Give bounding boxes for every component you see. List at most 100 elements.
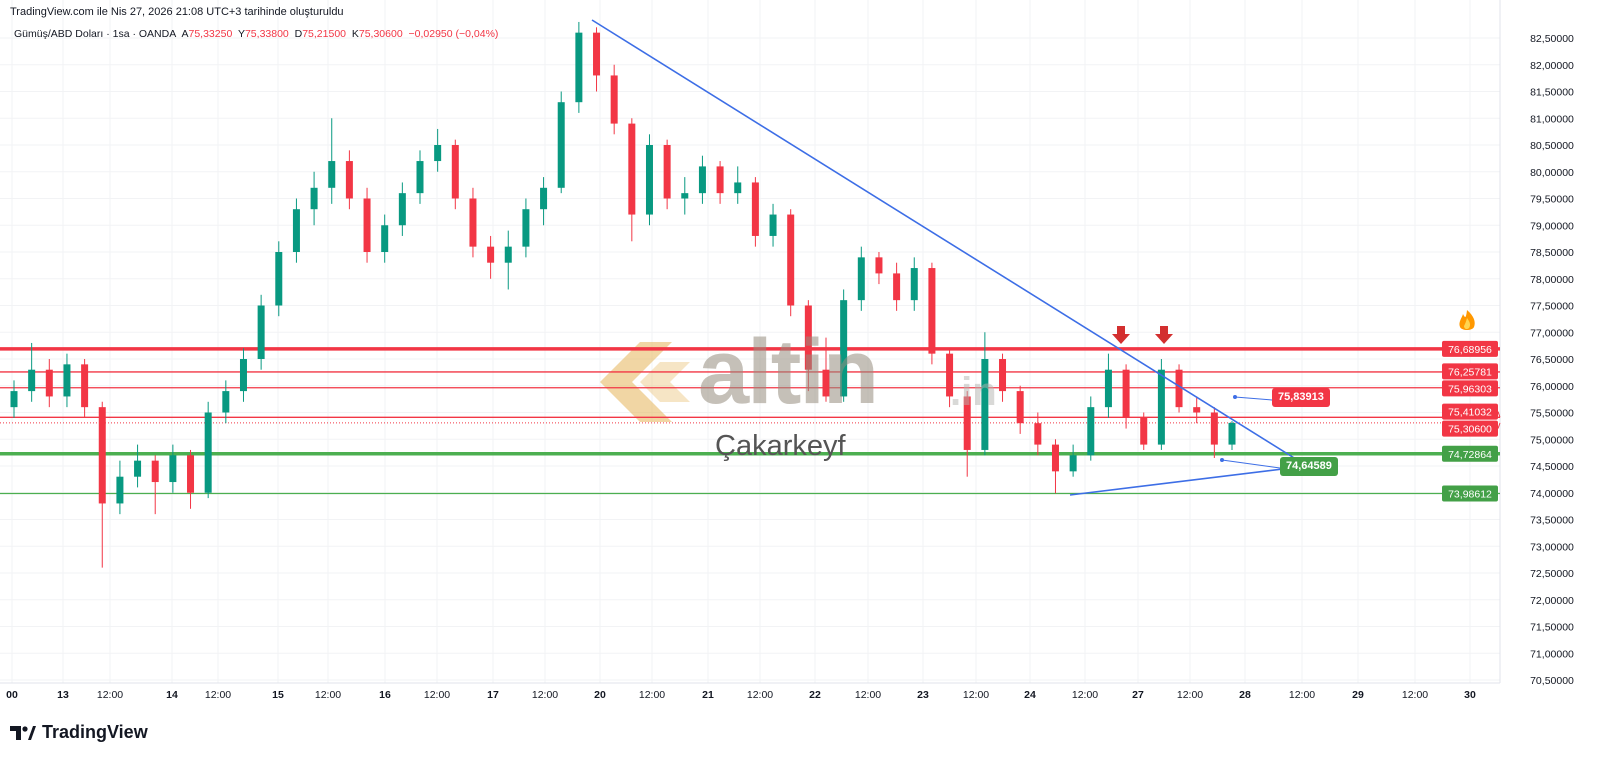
candle (134, 444, 142, 488)
triangle-trendlines[interactable] (591, 19, 1308, 496)
candle-body (363, 198, 371, 252)
candle-body (169, 455, 177, 483)
candle-body (1087, 407, 1095, 456)
candle-body (1122, 369, 1130, 418)
candle-body (840, 300, 848, 397)
price-axis[interactable]: 82,50000 82,00000 81,50000 81,00000 80,50000… (1530, 33, 1574, 687)
symbol-legend: Gümüş/ABD Doları · 1sa · OANDA A75,33250… (14, 28, 499, 40)
level-price-label: 75,96303 (1448, 383, 1492, 395)
time-axis[interactable]: 00 13 12:00 14 12:00 15 12:00 16 12:00 17 12:00 20 1… (6, 689, 1476, 701)
candle (1087, 396, 1095, 461)
candle (840, 289, 848, 402)
candle (575, 21, 583, 113)
price-callout-upper[interactable]: 75,83913 (1272, 388, 1330, 408)
time-tick-label: 14 (166, 689, 178, 701)
candle (204, 401, 212, 499)
candle (1157, 359, 1165, 450)
candle (81, 359, 89, 418)
candle-body (28, 369, 36, 392)
candle-body (593, 32, 601, 76)
candle (628, 118, 636, 242)
candle (645, 134, 653, 226)
candle (593, 27, 601, 92)
candle (1016, 385, 1024, 434)
down-arrow-icon (1112, 326, 1130, 344)
candle (63, 353, 71, 408)
candle-body (222, 391, 230, 413)
candle (787, 209, 795, 317)
level-price-tag (1442, 420, 1498, 437)
candle-body (1140, 417, 1148, 445)
time-tick-label: 12:00 (1072, 689, 1098, 701)
candle-body (610, 75, 618, 124)
price-tick-label: 71,50000 (1530, 622, 1574, 634)
candle-body (434, 145, 442, 162)
lower-trendline (1069, 465, 1308, 496)
level-price-tag (1442, 403, 1498, 420)
time-tick-label: 00 (6, 689, 18, 701)
candle (981, 332, 989, 456)
time-tick-label: 30 (1464, 689, 1476, 701)
price-tick-label: 75,50000 (1530, 408, 1574, 420)
candle-body (575, 32, 583, 103)
candle-body (63, 364, 71, 397)
candle (328, 118, 336, 204)
candle (10, 380, 18, 418)
candle (1193, 396, 1201, 424)
symbol-name[interactable]: Gümüş/ABD Doları · 1sa · OANDA (14, 28, 177, 40)
candle-body (1193, 407, 1201, 413)
price-tick-label: 76,50000 (1530, 354, 1574, 366)
candle-body (1175, 369, 1183, 408)
high-value: 75,33800 (244, 28, 289, 40)
price-tick-label: 77,00000 (1530, 327, 1574, 339)
candle (610, 64, 618, 135)
candle (910, 257, 918, 311)
candle-body (645, 145, 653, 215)
horizontal-levels (0, 347, 1500, 495)
candle-body (769, 214, 777, 236)
time-tick-label: 12:00 (1402, 689, 1428, 701)
candle (716, 161, 724, 204)
price-tick-label: 78,50000 (1530, 247, 1574, 259)
price-callout-lower[interactable]: 74,64589 (1280, 457, 1338, 477)
level-price-label: 75,41032 (1448, 407, 1492, 419)
price-tick-label: 79,00000 (1530, 220, 1574, 232)
price-tick-label: 75,00000 (1530, 434, 1574, 446)
candle-body (257, 305, 265, 359)
tradingview-logo[interactable]: TradingView (10, 722, 148, 743)
level-tag-connector (1497, 422, 1501, 429)
candle-body (1210, 412, 1218, 445)
candle-body (98, 407, 106, 504)
candle (381, 214, 389, 263)
candle-body (1069, 455, 1077, 472)
price-tick-label: 81,00000 (1530, 113, 1574, 125)
candle-body (187, 455, 195, 493)
candle (451, 139, 459, 210)
candle (769, 203, 777, 247)
candle-body (698, 166, 706, 194)
candle (928, 262, 936, 365)
price-tick-label: 82,50000 (1530, 33, 1574, 45)
candle-body (292, 209, 300, 252)
price-tick-label: 71,00000 (1530, 648, 1574, 660)
tradingview-logo-icon (10, 725, 36, 740)
fire-icon (1459, 310, 1475, 330)
time-tick-label: 17 (487, 689, 499, 701)
candle (1228, 421, 1236, 450)
candle-body (557, 102, 565, 188)
time-tick-label: 22 (809, 689, 821, 701)
candle-body (10, 391, 18, 408)
candle (1069, 444, 1077, 477)
candle (751, 177, 759, 247)
candle-body (275, 252, 283, 306)
candle-body (1034, 423, 1042, 445)
down-arrow-icon (1155, 326, 1173, 344)
candle (275, 241, 283, 317)
candle (398, 182, 406, 236)
time-tick-label: 12:00 (1289, 689, 1315, 701)
candle-body (910, 268, 918, 301)
candle-body (857, 257, 865, 301)
candle (469, 187, 477, 258)
candle-body (1016, 391, 1024, 424)
